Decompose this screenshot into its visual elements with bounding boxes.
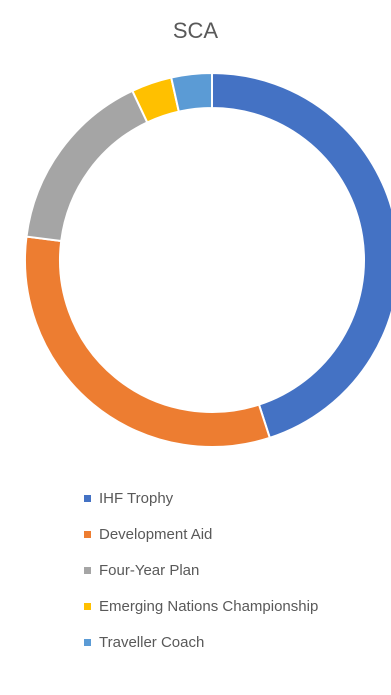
- legend-swatch: [84, 494, 91, 502]
- legend-label: IHF Trophy: [99, 489, 174, 507]
- donut-chart: [24, 71, 391, 448]
- legend-item: IHF Trophy: [84, 480, 318, 516]
- legend-swatch: [84, 638, 91, 646]
- legend-item: Development Aid: [84, 516, 318, 552]
- legend-label: Four-Year Plan: [99, 561, 200, 579]
- donut-slice-ihf-trophy: [211, 71, 391, 440]
- legend-label: Development Aid: [99, 525, 213, 543]
- chart-legend: IHF Trophy Development Aid Four-Year Plan E…: [84, 480, 318, 660]
- legend-item: Traveller Coach: [84, 624, 318, 660]
- legend-item: Four-Year Plan: [84, 552, 318, 588]
- donut-slice-four-year-plan: [25, 89, 149, 243]
- legend-label: Traveller Coach: [99, 633, 205, 651]
- donut-slice-development-aid: [24, 235, 272, 448]
- legend-item: Emerging Nations Championship: [84, 588, 318, 624]
- legend-swatch: [84, 602, 91, 610]
- legend-label: Emerging Nations Championship: [99, 597, 319, 615]
- donut-slice-traveller-coach: [170, 71, 213, 113]
- legend-swatch: [84, 566, 91, 574]
- legend-swatch: [84, 530, 91, 538]
- chart-title: SCA: [172, 18, 219, 43]
